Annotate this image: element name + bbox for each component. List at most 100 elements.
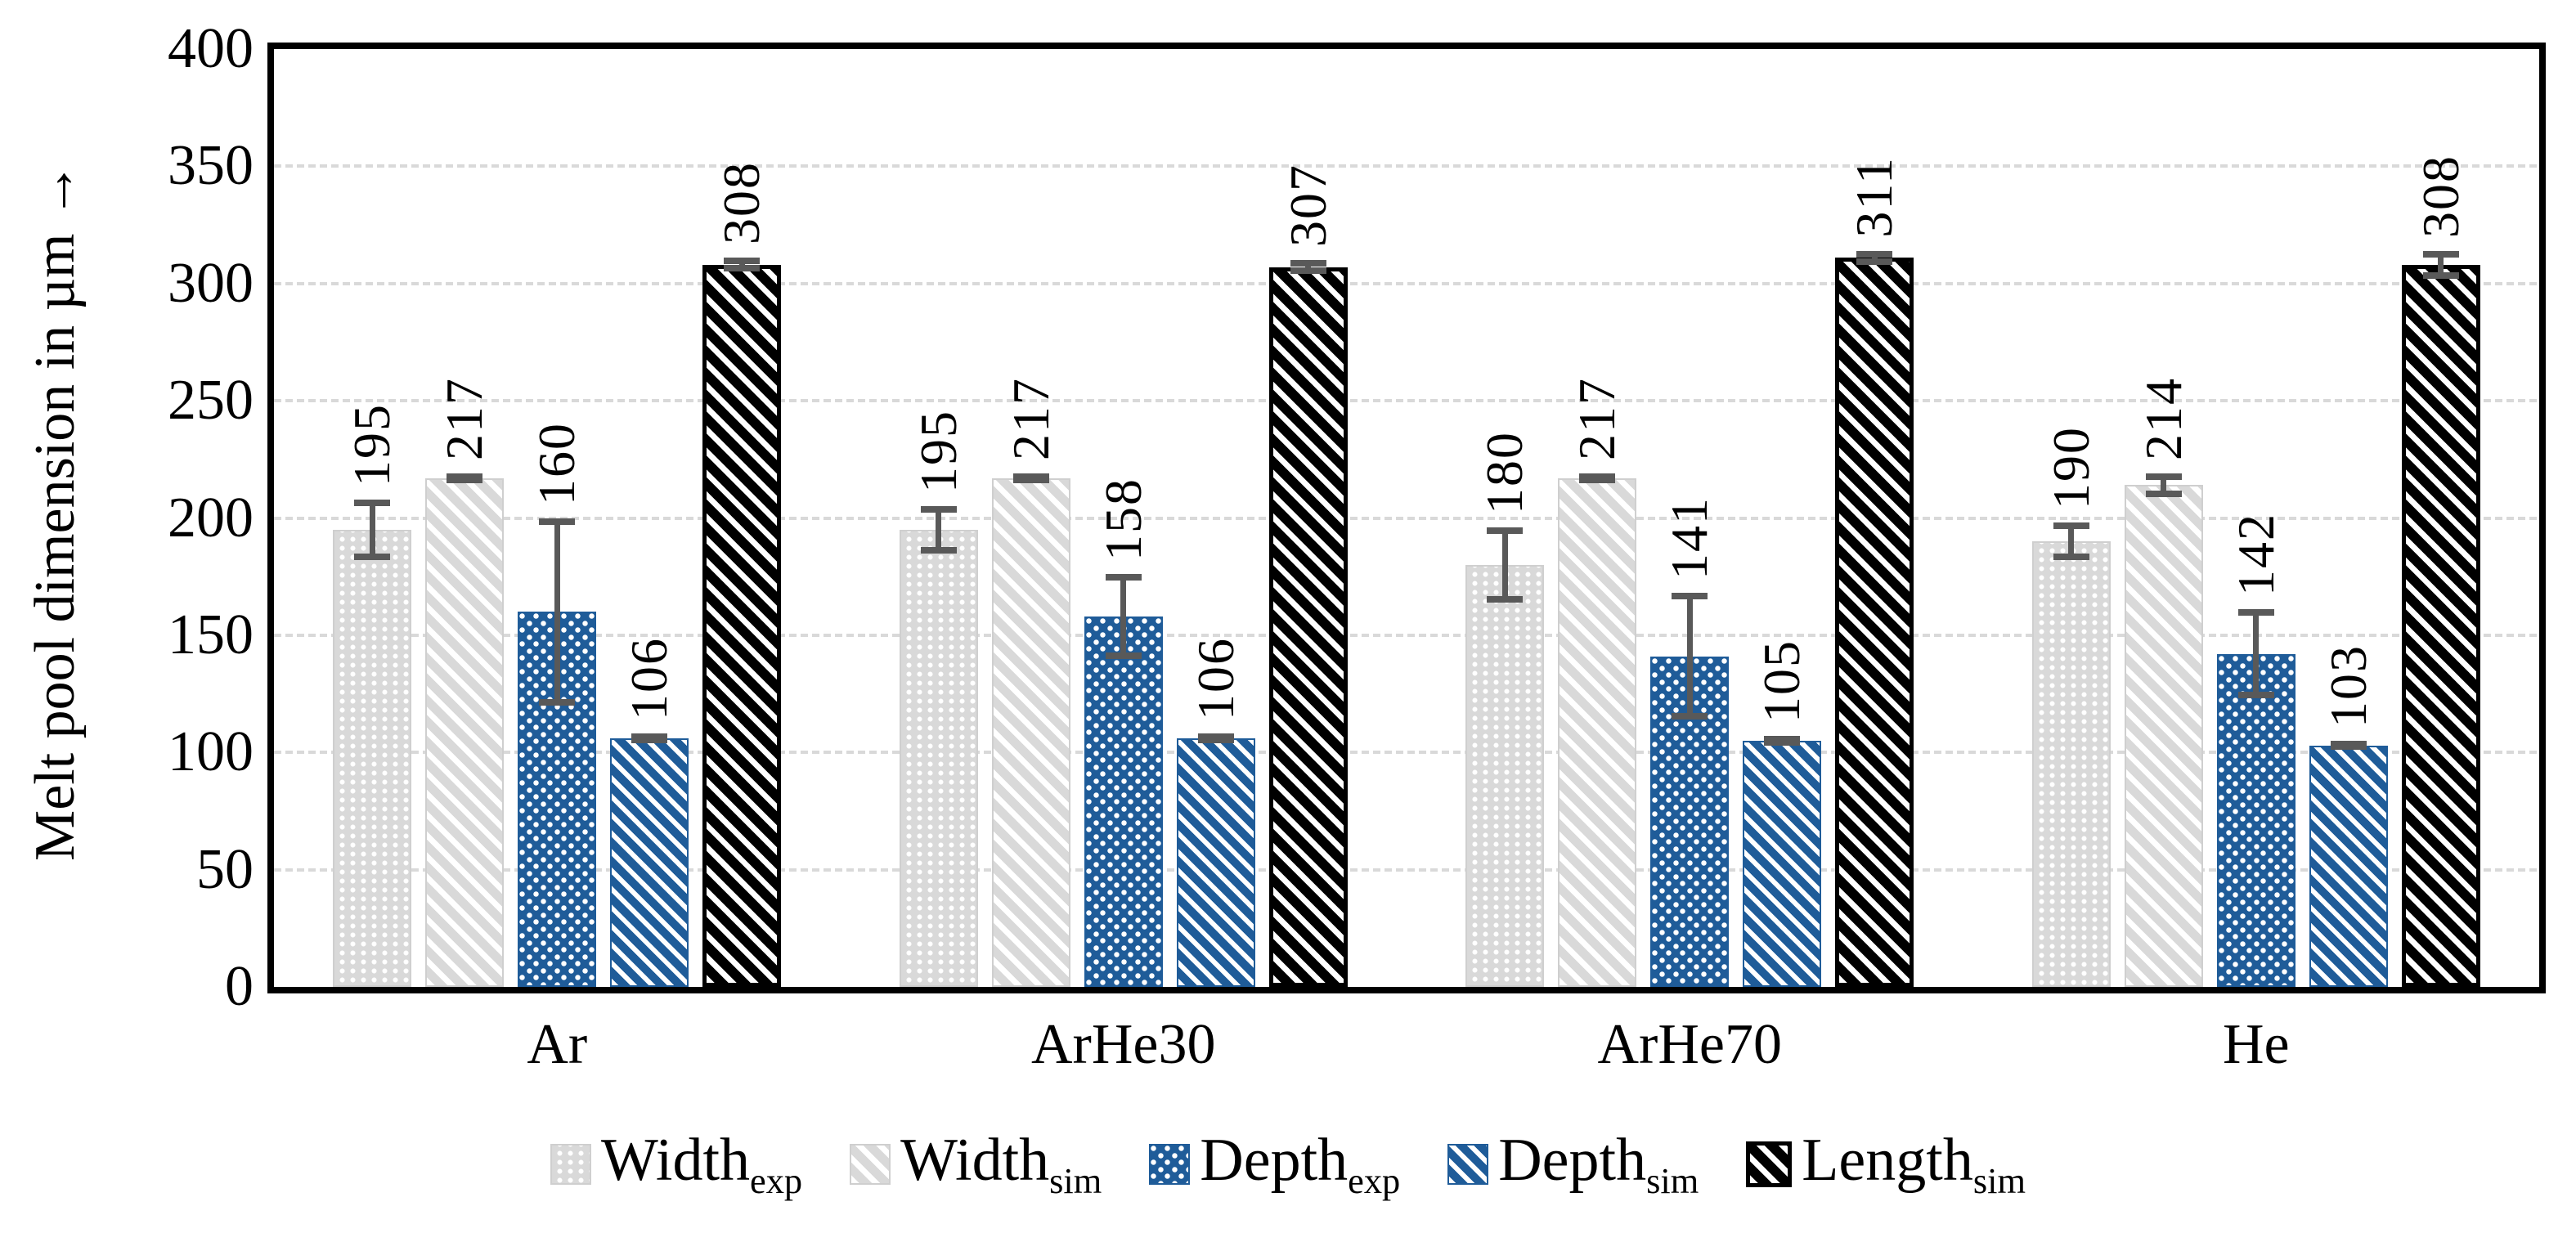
bar-length-sim-ArHe70 [1835, 258, 1914, 987]
legend-label-base: Width [900, 1127, 1050, 1194]
error-bar-line [369, 499, 375, 561]
error-bar-cap-top [920, 506, 957, 513]
bar-width-exp-Ar [333, 529, 412, 987]
gridline-50 [274, 868, 2539, 872]
error-bar [1487, 527, 1524, 603]
x-axis-label-He: He [2222, 1013, 2290, 1076]
error-bar [920, 506, 957, 554]
error-bar-cap-bottom [2330, 743, 2367, 751]
error-bar-cap-bottom [447, 476, 483, 483]
error-bar-line [936, 506, 942, 554]
bar-width-sim-He [2124, 485, 2203, 987]
x-axis-label-ArHe70: ArHe70 [1597, 1013, 1782, 1076]
error-bar-cap-bottom [1197, 736, 1234, 743]
bar-length-sim-ArHe30 [1268, 267, 1348, 987]
legend-label-subscript: sim [1049, 1159, 1102, 1201]
error-bar-cap-top [2145, 473, 2182, 481]
error-bar-cap-top [2053, 522, 2089, 530]
error-bar-cap-bottom [1290, 267, 1326, 275]
bar-value-label: 307 [1278, 164, 1337, 248]
bar-value-label: 214 [2134, 377, 2192, 461]
bar-value-label: 308 [2411, 154, 2470, 238]
bar-value-label: 311 [1845, 155, 1904, 238]
legend-label-subscript: exp [1348, 1159, 1401, 1201]
bar-width-sim-ArHe70 [1558, 478, 1637, 987]
bar-width-exp-ArHe70 [1465, 564, 1545, 987]
bar-depth-sim-ArHe30 [1176, 738, 1255, 987]
bar-value-label: 217 [435, 377, 494, 461]
legend-label-base: Depth [1200, 1127, 1349, 1194]
gridline-100 [274, 751, 2539, 755]
bar-value-label: 142 [2226, 513, 2285, 597]
legend-label: Lengthsim [1802, 1130, 2026, 1199]
error-bar-line [2161, 473, 2167, 497]
error-bar [2422, 250, 2459, 280]
legend-item-width-sim: Widthsim [850, 1130, 1102, 1199]
error-bar-line [1305, 260, 1312, 275]
error-bar-cap-top [724, 258, 761, 265]
error-bar-cap-top [354, 499, 391, 506]
error-bar [2053, 522, 2089, 561]
y-tick-label: 400 [168, 17, 254, 80]
error-bar [2145, 473, 2182, 497]
error-bar-line [1120, 574, 1127, 659]
bar-value-label: 105 [1752, 639, 1811, 724]
gridline-150 [274, 633, 2539, 637]
error-bar-line [738, 258, 745, 272]
bar-value-label: 217 [1001, 377, 1060, 461]
error-bar [1856, 250, 1893, 265]
bar-value-label: 308 [712, 161, 771, 245]
legend-label-base: Depth [1498, 1127, 1647, 1194]
y-tick-label: 150 [168, 603, 254, 666]
error-bar [1197, 733, 1234, 743]
legend-label-base: Width [601, 1127, 751, 1194]
error-bar-cap-top [539, 518, 576, 525]
legend-label: Widthsim [900, 1130, 1102, 1199]
gridline-350 [274, 164, 2539, 168]
error-bar-line [1501, 527, 1508, 603]
error-bar-cap-bottom [920, 546, 957, 554]
error-bar-cap-bottom [2237, 692, 2274, 699]
error-bar [631, 733, 668, 743]
bar-value-label: 158 [1093, 478, 1152, 562]
y-tick-label: 100 [168, 720, 254, 784]
legend-item-length-sim: Lengthsim [1746, 1130, 2026, 1199]
bar-value-label: 106 [620, 637, 679, 721]
legend-label-base: Length [1802, 1127, 1973, 1194]
error-bar [724, 258, 761, 272]
bar-width-sim-Ar [425, 478, 505, 987]
y-tick-label: 350 [168, 134, 254, 198]
bar-depth-exp-ArHe30 [1084, 616, 1163, 987]
bar-value-label: 217 [1568, 377, 1627, 461]
bar-depth-sim-Ar [610, 738, 689, 987]
error-bar-cap-bottom [2422, 272, 2459, 280]
error-bar [1105, 574, 1142, 659]
error-bar-cap-bottom [1012, 476, 1049, 483]
error-bar [539, 518, 576, 706]
legend-swatch-length-sim [1746, 1141, 1793, 1188]
error-bar-cap-bottom [1764, 738, 1801, 746]
error-bar-cap-bottom [1105, 652, 1142, 659]
gridline-200 [274, 516, 2539, 520]
legend-swatch-width-exp [550, 1144, 592, 1186]
legend-item-depth-exp: Depthexp [1149, 1130, 1400, 1199]
bar-value-label: 141 [1660, 496, 1719, 581]
error-bar-cap-top [1290, 260, 1326, 267]
bar-length-sim-Ar [702, 264, 782, 987]
error-bar [1579, 473, 1616, 483]
legend-swatch-depth-sim [1447, 1144, 1489, 1186]
error-bar-cap-top [2237, 609, 2274, 617]
y-tick-label: 0 [225, 955, 254, 1018]
bar-depth-exp-He [2216, 653, 2296, 987]
error-bar-line [1686, 593, 1693, 720]
error-bar [1672, 593, 1708, 720]
bar-value-label: 195 [343, 402, 402, 486]
legend-label: Depthexp [1200, 1130, 1400, 1199]
legend-label-subscript: sim [1646, 1159, 1699, 1201]
y-tick-label: 300 [168, 251, 254, 315]
bar-value-label: 106 [1186, 637, 1245, 721]
error-bar-cap-bottom [1856, 258, 1893, 265]
error-bar-cap-top [1672, 593, 1708, 600]
error-bar-cap-bottom [2053, 554, 2089, 561]
error-bar-cap-bottom [354, 554, 391, 561]
